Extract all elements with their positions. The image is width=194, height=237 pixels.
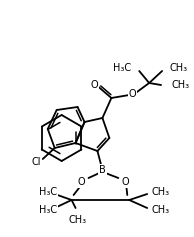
Text: H₃C: H₃C (39, 187, 57, 197)
Text: CH₃: CH₃ (68, 215, 87, 225)
Text: O: O (91, 80, 98, 90)
Text: CH₃: CH₃ (151, 187, 169, 197)
Text: O: O (128, 89, 136, 99)
Text: B: B (99, 165, 106, 175)
Text: H₃C: H₃C (113, 63, 131, 73)
Text: H₃C: H₃C (39, 205, 57, 215)
Text: CH₃: CH₃ (171, 80, 189, 90)
Text: CH₃: CH₃ (169, 63, 187, 73)
Text: CH₃: CH₃ (151, 205, 169, 215)
Text: Cl: Cl (31, 157, 41, 167)
Text: O: O (78, 177, 85, 187)
Text: O: O (121, 177, 129, 187)
